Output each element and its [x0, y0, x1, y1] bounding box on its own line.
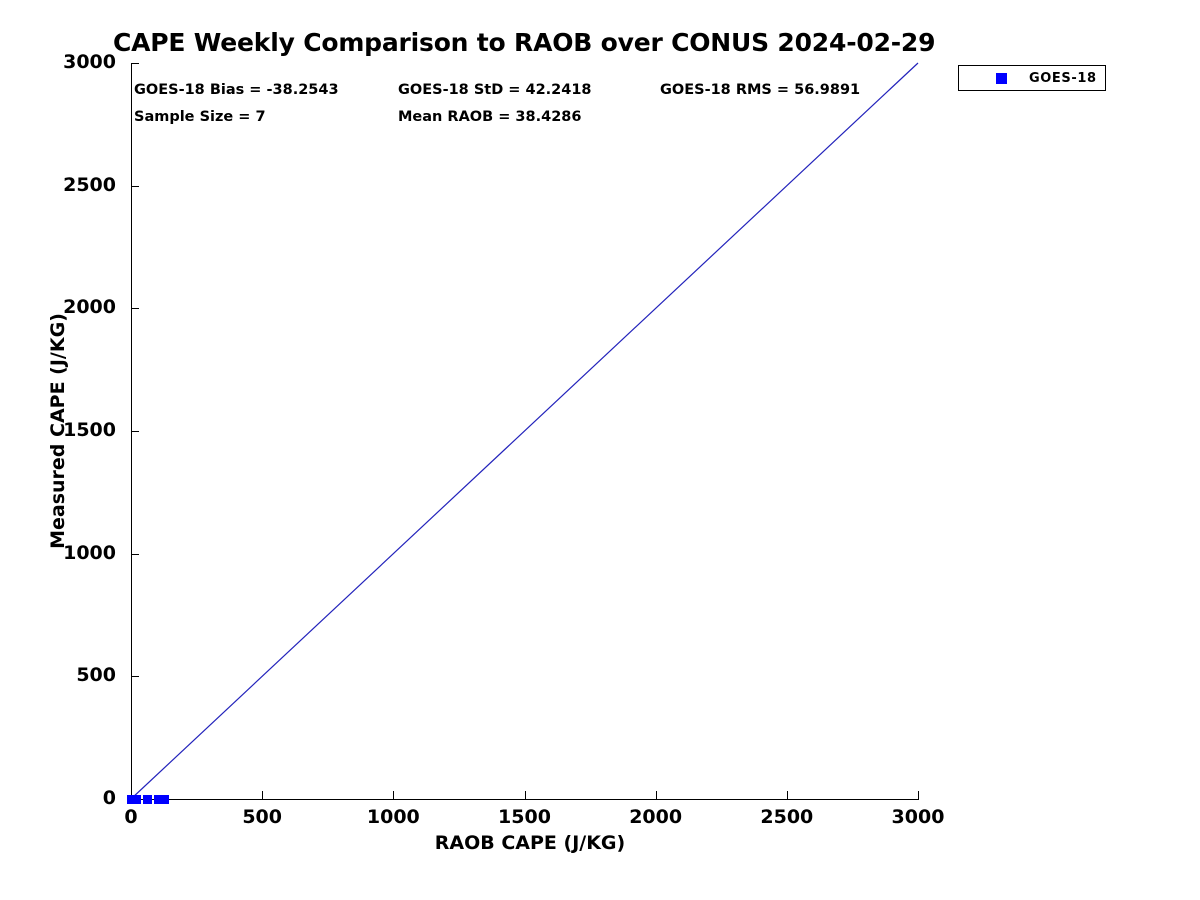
- x-axis-line: [131, 799, 919, 800]
- y-tick-label-1000: 1000: [63, 541, 116, 564]
- x-tick-label-500: 500: [242, 806, 282, 828]
- y-tick-2500: [131, 185, 139, 187]
- x-tick-label-1000: 1000: [366, 806, 420, 828]
- x-tick-2500: [786, 791, 788, 799]
- y-tick-label-0: 0: [102, 787, 116, 809]
- y-tick-1500: [131, 431, 139, 432]
- stat-mean_raob: Mean RAOB = 38.4286: [398, 109, 582, 125]
- x-tick-label-3000: 3000: [891, 806, 945, 828]
- y-tick-label-2500: 2500: [63, 173, 116, 196]
- x-tick-label-1500: 1500: [498, 806, 551, 828]
- stat-sample_size: Sample Size = 7: [134, 109, 266, 125]
- stat-bias: GOES-18 Bias = -38.2543: [134, 82, 339, 98]
- x-axis-label: RAOB CAPE (J/KG): [434, 832, 626, 854]
- plot-data-layer: [126, 62, 919, 804]
- x-tick-2000: [655, 791, 657, 799]
- chart-legend[interactable]: GOES-18: [958, 65, 1106, 91]
- x-tick-1000: [393, 791, 395, 799]
- data-point: [131, 794, 141, 804]
- y-tick-label-500: 500: [76, 664, 116, 687]
- stat-std: GOES-18 StD = 42.2418: [398, 82, 592, 98]
- y-tick-label-3000: 3000: [63, 51, 116, 73]
- page-title: CAPE Weekly Comparison to RAOB over CONU…: [113, 28, 936, 57]
- y-tick-3000: [131, 63, 139, 64]
- x-tick-label-0: 0: [124, 806, 138, 828]
- data-point: [142, 794, 152, 804]
- y-tick-500: [131, 676, 139, 678]
- x-tick-500: [262, 791, 264, 799]
- y-tick-1000: [131, 553, 139, 555]
- one-to-one-reference-line: [130, 62, 919, 800]
- legend-label-goes-18: GOES-18: [1029, 71, 1097, 86]
- y-tick-2000: [131, 308, 139, 310]
- y-tick-label-1500: 1500: [63, 419, 116, 441]
- stat-rms: GOES-18 RMS = 56.9891: [660, 82, 861, 98]
- data-point: [153, 794, 163, 804]
- x-tick-1500: [524, 791, 526, 799]
- x-tick-label-2500: 2500: [760, 806, 814, 828]
- x-tick-label-2000: 2000: [629, 806, 683, 828]
- data-point: [160, 794, 170, 804]
- y-tick-label-2000: 2000: [63, 296, 116, 319]
- y-axis-label: Measured CAPE (J/KG): [47, 313, 69, 549]
- x-tick-3000: [918, 791, 919, 799]
- legend-marker-goes-18: [996, 73, 1007, 84]
